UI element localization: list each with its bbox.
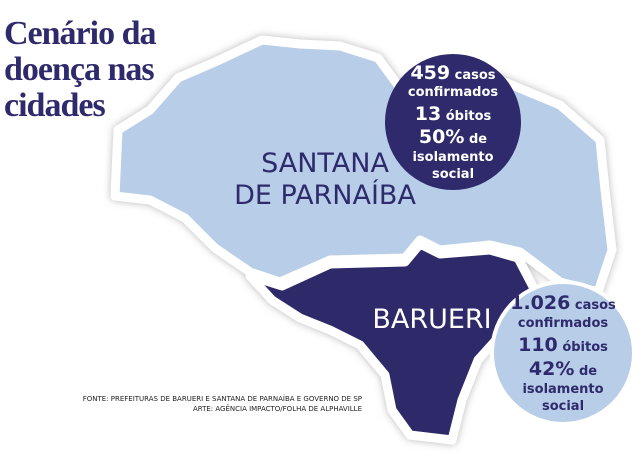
stat-label: de: [469, 132, 487, 147]
santana-stats: 459 casos confirmados 13 óbitos 50% de i…: [408, 62, 498, 182]
santana-stats-circle: [385, 54, 521, 190]
stat-line: 110 óbitos: [518, 334, 608, 356]
stat-line: 459 casos: [410, 62, 495, 84]
stat-value: 1.026: [510, 292, 570, 314]
region-name: BARUERI: [372, 304, 491, 335]
region-name: SANTANA: [261, 148, 389, 179]
stat-line: 50% de: [419, 126, 487, 148]
stat-line: confirmados: [518, 316, 608, 331]
title-line: doença nas: [4, 51, 154, 88]
stat-line: isolamento: [522, 382, 603, 397]
title-line: cidades: [4, 87, 105, 124]
stat-line: confirmados: [408, 85, 498, 100]
stat-label: de: [579, 364, 597, 379]
stat-label: óbitos: [562, 340, 608, 355]
stat-line: 42% de: [529, 358, 597, 380]
stat-line: isolamento: [412, 150, 493, 165]
stat-label: casos: [455, 68, 496, 83]
stat-line: 1.026 casos: [510, 292, 616, 314]
stat-value: 42%: [529, 358, 574, 380]
stat-value: 459: [410, 62, 450, 84]
stat-value: 110: [518, 334, 558, 356]
barueri-stats-circle: [490, 280, 636, 426]
title-line: Cenário da: [4, 15, 157, 52]
barueri-area: [245, 239, 545, 445]
stat-value: 13: [415, 103, 441, 125]
stat-line: social: [542, 399, 584, 414]
region-name: DE PARNAÍBA: [234, 179, 416, 211]
stat-line: social: [432, 167, 474, 182]
stat-label: casos: [575, 298, 616, 313]
stat-line: 13 óbitos: [415, 103, 492, 125]
source-line: FONTE: PREFEITURAS DE BARUERI E SANTANA …: [83, 394, 362, 403]
source-line: ARTE: AGÊNCIA IMPACTO/FOLHA DE ALPHAVILL…: [193, 404, 362, 413]
stat-label: óbitos: [446, 109, 492, 124]
stat-value: 50%: [419, 126, 464, 148]
barueri-stats: 1.026 casos confirmados 110 óbitos 42% d…: [510, 292, 616, 414]
